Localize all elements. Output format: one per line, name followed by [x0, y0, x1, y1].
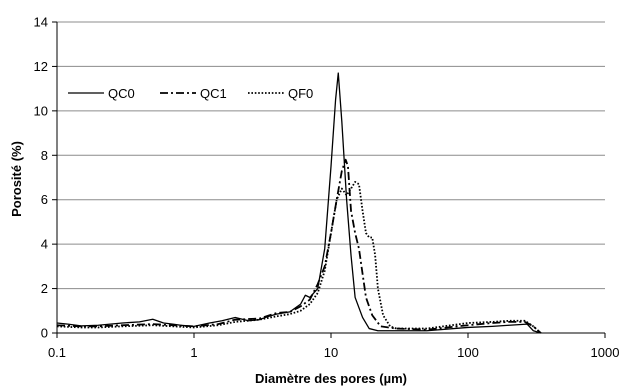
- y-tick-label-10: 10: [34, 103, 48, 118]
- axes: [52, 21, 606, 338]
- y-tick-label-12: 12: [34, 59, 48, 74]
- y-tick-labels: 0 2 4 6 8 10 12 14: [34, 15, 48, 341]
- y-tick-label-8: 8: [41, 148, 48, 163]
- x-tick-label-100: 100: [457, 345, 479, 360]
- legend-label-qc1: QC1: [200, 86, 227, 101]
- y-tick-label-2: 2: [41, 281, 48, 296]
- series-line-qf0: [56, 181, 542, 334]
- y-tick-label-4: 4: [41, 237, 48, 252]
- x-tick-label-1000: 1000: [591, 345, 620, 360]
- legend-label-qc0: QC0: [108, 86, 135, 101]
- x-tick-label-1: 1: [190, 345, 197, 360]
- x-tick-labels: 0.1 1 10 100 1000: [48, 345, 620, 360]
- x-tick-label-10: 10: [324, 345, 338, 360]
- grid-lines: [57, 21, 605, 290]
- x-axis-title: Diamètre des pores (µm): [255, 371, 407, 386]
- x-tick-label-0.1: 0.1: [48, 345, 66, 360]
- legend-label-qf0: QF0: [288, 86, 313, 101]
- legend: QC0 QC1 QF0: [68, 86, 313, 101]
- series-lines: [56, 72, 542, 334]
- series-line-qc1: [56, 158, 542, 334]
- y-tick-label-14: 14: [34, 15, 48, 30]
- y-tick-label-0: 0: [41, 326, 48, 341]
- y-axis-title: Porosité (%): [9, 141, 24, 217]
- series-line-qc0: [56, 72, 541, 334]
- y-tick-label-6: 6: [41, 192, 48, 207]
